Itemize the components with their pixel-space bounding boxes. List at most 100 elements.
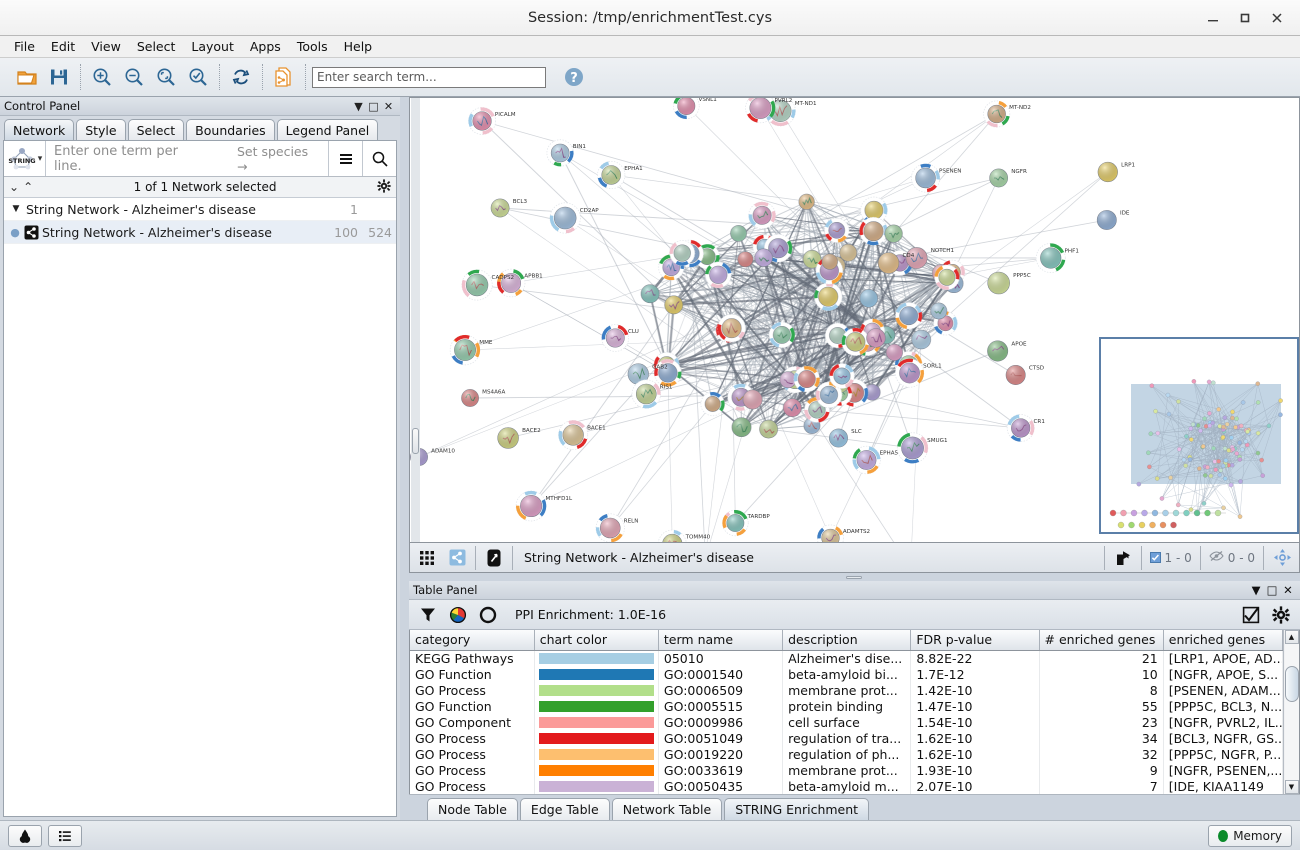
network-node[interactable] bbox=[813, 282, 843, 311]
network-node[interactable] bbox=[895, 302, 923, 330]
string-term-input[interactable]: Enter one term per line. Set species → bbox=[46, 141, 328, 176]
network-node[interactable] bbox=[737, 251, 754, 268]
network-node[interactable]: APBB1 bbox=[496, 268, 543, 298]
eye-off-icon[interactable] bbox=[1209, 550, 1224, 565]
minimize-icon[interactable] bbox=[1206, 11, 1220, 25]
table-row[interactable]: GO Process GO:0006509 membrane prot... 1.42… bbox=[410, 682, 1283, 698]
tab-boundaries[interactable]: Boundaries bbox=[186, 119, 275, 140]
network-node[interactable] bbox=[824, 217, 850, 243]
save-session-icon[interactable] bbox=[45, 63, 73, 91]
hidden-nodes-chip[interactable]: 0 - 0 bbox=[1204, 550, 1260, 565]
network-node[interactable] bbox=[704, 261, 732, 289]
network-node[interactable]: IDE bbox=[1096, 210, 1130, 230]
table-row[interactable]: GO Process GO:0051049 regulation of tra...… bbox=[410, 730, 1283, 746]
network-node[interactable] bbox=[860, 196, 888, 224]
expander-icon[interactable]: ▼ bbox=[12, 204, 20, 214]
fit-network-icon[interactable] bbox=[152, 63, 180, 91]
checked-box-icon[interactable] bbox=[1238, 603, 1264, 627]
network-node[interactable] bbox=[859, 216, 888, 246]
table-row[interactable]: GO Component GO:0009986 cell surface 1.54E-… bbox=[410, 714, 1283, 730]
network-node[interactable] bbox=[839, 243, 857, 262]
network-node[interactable]: GAB2 bbox=[627, 363, 668, 385]
tab-legend-panel[interactable]: Legend Panel bbox=[276, 119, 379, 140]
table-row[interactable]: GO Function GO:0005515 protein binding 1.47… bbox=[410, 698, 1283, 714]
network-node[interactable]: LRP1 bbox=[1097, 161, 1136, 183]
network-node[interactable]: PHF1 bbox=[1035, 243, 1079, 273]
network-node[interactable] bbox=[717, 313, 746, 343]
string-app-icon[interactable] bbox=[442, 545, 472, 571]
network-node[interactable]: SMUG1 bbox=[896, 432, 948, 464]
col-term-name[interactable]: term name bbox=[658, 630, 784, 651]
network-node[interactable]: VSNL1 bbox=[673, 98, 717, 120]
network-node[interactable]: PSENEN bbox=[911, 163, 961, 193]
network-node[interactable]: RELN bbox=[595, 513, 639, 542]
network-node[interactable] bbox=[754, 248, 773, 267]
network-node[interactable] bbox=[934, 264, 960, 291]
network-tree-group-row[interactable]: ▼ String Network - Alzheimer's disease 1 bbox=[4, 198, 396, 221]
maximize-panel-icon[interactable]: □ bbox=[1266, 583, 1278, 597]
network-node[interactable] bbox=[930, 302, 948, 320]
tab-string-enrichment[interactable]: STRING Enrichment bbox=[724, 798, 870, 820]
help-icon[interactable]: ? bbox=[560, 63, 588, 91]
table-row[interactable]: GO Function GO:0001540 beta-amyloid bi... 1… bbox=[410, 666, 1283, 682]
close-panel-icon[interactable]: ✕ bbox=[383, 99, 394, 113]
collapse-all-icon[interactable]: ⌄ bbox=[9, 180, 20, 194]
enrichment-grid[interactable]: category chart color term name descripti… bbox=[410, 630, 1283, 794]
fit-selected-icon[interactable] bbox=[184, 63, 212, 91]
network-node[interactable] bbox=[911, 329, 931, 350]
network-node[interactable] bbox=[802, 249, 822, 269]
network-node[interactable]: EPHA1 bbox=[597, 160, 644, 190]
tab-network[interactable]: Network bbox=[4, 119, 75, 140]
refresh-icon[interactable] bbox=[227, 63, 255, 91]
network-canvas[interactable]: PICALM BIN1 EPHA1 APBB1 CADPS2 BACE1 ADAM10 BAC… bbox=[409, 97, 1300, 542]
scroll-up-icon[interactable]: ▲ bbox=[1284, 630, 1299, 644]
chevron-down-icon[interactable]: ▾ bbox=[37, 153, 43, 164]
maximize-panel-icon[interactable]: □ bbox=[368, 99, 379, 113]
network-tree-item[interactable]: ● String Network - Alzheimer's disease bbox=[4, 221, 396, 244]
col-fdr-pvalue[interactable]: FDR p-value bbox=[910, 630, 1040, 651]
tab-network-table[interactable]: Network Table bbox=[611, 798, 723, 820]
close-panel-icon[interactable]: ✕ bbox=[1283, 583, 1293, 597]
string-logo-icon[interactable]: STRING ▾ bbox=[4, 141, 46, 176]
set-species-link[interactable]: Set species → bbox=[236, 143, 309, 174]
network-node[interactable]: CD2AP bbox=[549, 202, 599, 234]
canvas-vertical-scrollbar[interactable] bbox=[411, 98, 420, 542]
network-node[interactable] bbox=[779, 371, 797, 389]
search-icon[interactable] bbox=[362, 141, 396, 176]
network-node[interactable] bbox=[782, 398, 802, 418]
selected-nodes-chip[interactable]: 1 - 0 bbox=[1145, 551, 1197, 565]
canvas-scroll-thumb[interactable] bbox=[412, 428, 419, 454]
network-node[interactable]: MME bbox=[449, 334, 493, 366]
search-input[interactable]: Enter search term... bbox=[312, 66, 546, 88]
scroll-down-icon[interactable]: ▼ bbox=[1284, 780, 1299, 794]
network-node[interactable] bbox=[730, 225, 747, 242]
horizontal-splitter[interactable] bbox=[408, 573, 1300, 581]
checkbox-icon[interactable] bbox=[1149, 552, 1161, 563]
close-icon[interactable] bbox=[1270, 11, 1284, 25]
tab-style[interactable]: Style bbox=[76, 119, 126, 140]
network-node[interactable]: CTSD bbox=[1005, 365, 1044, 385]
network-node[interactable] bbox=[821, 253, 838, 270]
network-node[interactable] bbox=[731, 417, 752, 438]
scrollbar-thumb[interactable] bbox=[1284, 666, 1299, 702]
network-node[interactable]: BACE1 bbox=[558, 420, 606, 450]
network-node[interactable] bbox=[798, 193, 815, 210]
gear-icon[interactable] bbox=[377, 178, 391, 196]
network-node[interactable] bbox=[768, 321, 796, 349]
network-node[interactable]: BACE2 bbox=[497, 427, 541, 449]
network-node[interactable] bbox=[859, 289, 878, 308]
network-view-icon[interactable] bbox=[22, 225, 40, 240]
open-session-icon[interactable] bbox=[13, 63, 41, 91]
network-node[interactable]: CADPS2 bbox=[461, 269, 514, 301]
network-node[interactable]: PPP5C bbox=[987, 271, 1031, 295]
network-node[interactable] bbox=[866, 328, 886, 348]
grid-layout-icon[interactable] bbox=[412, 545, 442, 571]
export-network-icon[interactable] bbox=[270, 63, 298, 91]
gear-icon[interactable] bbox=[1268, 603, 1294, 627]
menu-help[interactable]: Help bbox=[343, 39, 373, 54]
network-node[interactable] bbox=[700, 391, 725, 417]
menu-layout[interactable]: Layout bbox=[191, 39, 234, 54]
network-node[interactable]: BCL3 bbox=[490, 198, 528, 218]
filter-icon[interactable] bbox=[415, 603, 441, 627]
network-node[interactable]: TOMM40 bbox=[658, 529, 711, 542]
